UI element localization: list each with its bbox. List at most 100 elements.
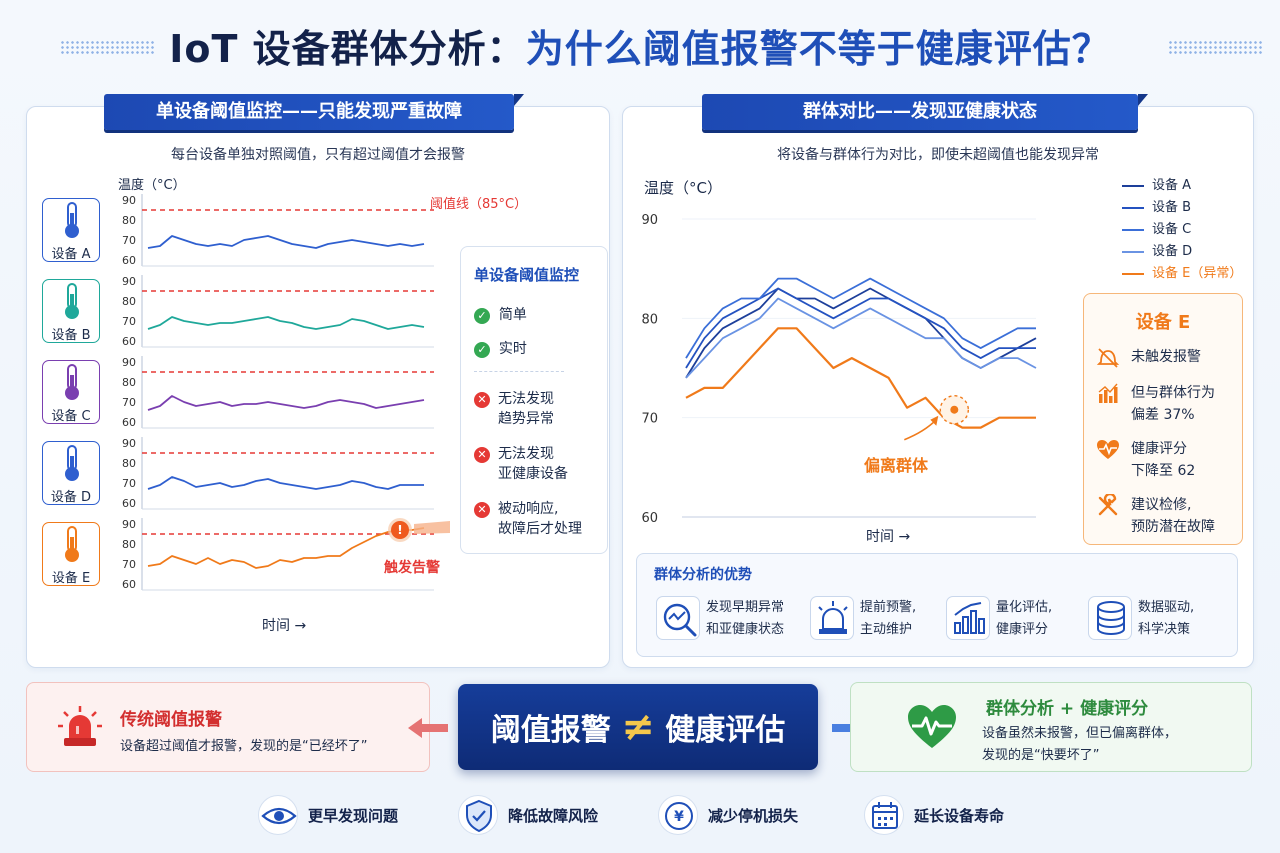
footer-item-label: 减少停机损失 [708, 807, 799, 825]
page-title-part2: 为什么阈值报警不等于健康评估？ [525, 27, 1111, 71]
legend-item: 设备 C [1122, 218, 1191, 237]
database-icon [1097, 601, 1125, 635]
tick-label: 60 [122, 497, 136, 510]
legend-swatch [1122, 228, 1144, 231]
con-item-2: ✕ 无法发现 亚健康设备 [474, 444, 568, 482]
shield-icon [466, 799, 492, 833]
series-line-e [147, 527, 425, 569]
deviation-label: 偏离群体 [864, 456, 929, 475]
advantage-item-line: 健康评分 [996, 622, 1049, 637]
footer-icon-circle [258, 795, 298, 835]
legend-swatch [1122, 250, 1144, 253]
device-chart-e: 90 80 70 60! [122, 518, 450, 591]
device-chart-c: 90 80 70 60 [122, 356, 434, 429]
right-x-label: 时间 → [866, 529, 911, 545]
traditional-alarm-title: 传统阈值报警 [120, 710, 222, 730]
advantages-box [636, 553, 1238, 657]
heart-pulse-icon [1097, 440, 1119, 459]
left-subtitle: 每台设备单独对照阈值，只有超过阈值才会报警 [171, 147, 465, 163]
svg-text:¥: ¥ [674, 809, 684, 825]
device-card-label: 设备 E [51, 571, 91, 586]
device-card-d: 设备 D [42, 441, 100, 505]
deviation-arrow [904, 419, 937, 441]
group-series-e [685, 327, 1036, 429]
tick-label: 90 [122, 437, 136, 450]
legend-label: 设备 B [1152, 200, 1192, 215]
device-e-item: 但与群体行为 偏差 37% [1131, 382, 1215, 426]
device-card-label: 设备 B [51, 328, 91, 343]
alarm-streak [414, 521, 450, 534]
footer-icon-circle: ¥ [658, 795, 698, 835]
footer-icon-circle [458, 795, 498, 835]
page-title: IoT 设备群体分析：为什么阈值报警不等于健康评估？ [0, 18, 1280, 73]
tick-label: 80 [122, 295, 136, 308]
decor-dots-left [60, 40, 155, 54]
bar-chart-icon [1098, 383, 1118, 403]
device-e-item-line: 未触发报警 [1131, 349, 1201, 365]
bell-off-icon [1096, 348, 1120, 368]
left-x-label: 时间 → [262, 618, 307, 634]
check-icon: ✓ [474, 342, 490, 358]
calendar-icon [872, 802, 898, 829]
advantage-icon-box [1088, 596, 1132, 640]
device-card-label: 设备 D [50, 490, 92, 505]
thermometer-icon [65, 364, 79, 400]
advantage-item-line: 数据驱动, [1138, 600, 1195, 615]
chart-growth-icon [954, 602, 985, 634]
device-e-item-line: 偏差 37% [1131, 407, 1195, 423]
device-chart-a: 90 80 70 60 [122, 194, 434, 267]
thermometer-icon [65, 202, 79, 238]
tick-label: 70 [122, 315, 136, 328]
tick-label: 80 [122, 214, 136, 227]
device-e-item-line: 预防潜在故障 [1131, 519, 1215, 535]
group-series-d [685, 297, 1037, 379]
device-card-label: 设备 C [51, 409, 91, 424]
tick-label: 60 [122, 335, 136, 348]
device-card-c: 设备 C [42, 360, 100, 424]
advantage-item-line: 发现早期异常 [706, 600, 785, 615]
advantage-icon-box [946, 596, 990, 640]
deviation-arrowhead [930, 415, 939, 426]
device-e-item-line: 但与群体行为 [1131, 385, 1215, 401]
thermometer-icon [65, 526, 79, 562]
legend-label: 设备 E（异常） [1152, 266, 1243, 281]
tick-label: 90 [122, 194, 136, 207]
yen-coin-icon: ¥ [665, 802, 693, 830]
tick-label: 60 [122, 578, 136, 591]
footer-item-label: 延长设备寿命 [914, 807, 1005, 825]
advantage-icon-box [656, 596, 700, 640]
right-ribbon: 群体对比——发现亚健康状态 [702, 94, 1148, 130]
tick-label: 80 [122, 538, 136, 551]
group-analysis-desc-2: 发现的是“快要坏了” [982, 748, 1100, 763]
legend-swatch [1122, 184, 1144, 187]
device-chart-b: 90 80 70 60 [122, 275, 434, 348]
group-analysis-desc-1: 设备虽然未报警，但已偏离群体， [982, 726, 1178, 741]
cross-icon: ✕ [474, 502, 490, 518]
page-title-part1: IoT 设备群体分析： [169, 27, 526, 71]
tick-label: 90 [122, 356, 136, 369]
device-card-a: 设备 A [42, 198, 100, 262]
tick-label: 90 [122, 518, 136, 531]
trend-magnifier-icon [663, 603, 697, 637]
advantage-item: 发现早期异常 和亚健康状态 [706, 597, 784, 641]
cross-icon: ✕ [474, 392, 490, 408]
legend-item: 设备 B [1122, 196, 1191, 215]
advantages-title: 群体分析的优势 [654, 567, 752, 583]
group-analysis-card [850, 682, 1252, 772]
advantage-item: 提前预警, 主动维护 [860, 597, 916, 641]
siren-icon [818, 601, 848, 634]
thermometer-icon [65, 445, 79, 481]
decor-dots-right [1168, 40, 1263, 54]
advantage-icon-box [810, 596, 854, 640]
tick-label: 80 [122, 457, 136, 470]
device-card-e: 设备 E [42, 522, 100, 586]
tick-label: 70 [641, 412, 658, 427]
advantage-item-line: 主动维护 [860, 622, 913, 637]
siren-alarm-icon [58, 706, 102, 746]
tick-label: 60 [122, 254, 136, 267]
right-subtitle: 将设备与群体行为对比，即使未超阈值也能发现异常 [777, 147, 1099, 163]
advantage-item: 量化评估, 健康评分 [996, 597, 1052, 641]
advantage-item-line: 科学决策 [1138, 622, 1191, 637]
pro-item-2: ✓ 实时 [474, 338, 527, 358]
advantage-item: 数据驱动, 科学决策 [1138, 597, 1194, 641]
